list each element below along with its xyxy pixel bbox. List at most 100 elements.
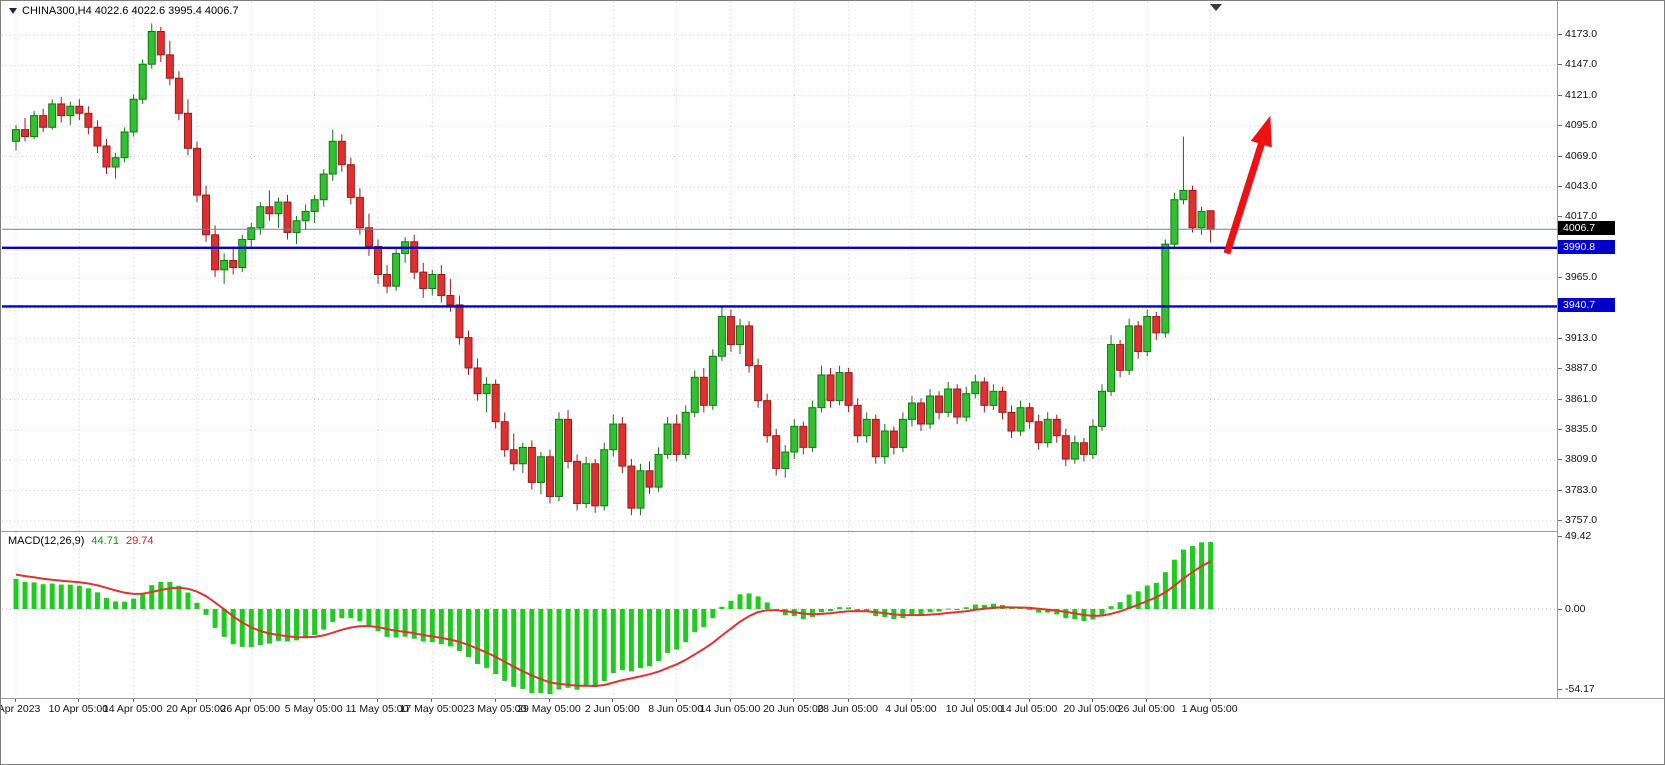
time-axis-label: 3 Apr 2023 xyxy=(1,703,41,715)
candle-bear xyxy=(889,426,898,455)
pane-separator[interactable] xyxy=(1,531,1664,532)
candle-bull xyxy=(907,395,916,427)
candle-bear xyxy=(871,414,880,464)
candle-bear xyxy=(672,414,681,462)
price-tick-mark xyxy=(1558,64,1562,65)
candle-bear xyxy=(754,358,763,408)
time-tick-mark xyxy=(196,699,197,702)
candle-bull xyxy=(1070,435,1079,464)
candle-bull xyxy=(1179,136,1188,205)
time-tick-mark xyxy=(911,699,912,702)
candle-bull xyxy=(220,253,229,284)
candle-bull xyxy=(401,237,410,263)
candle-bull xyxy=(1143,309,1152,357)
candle-bear xyxy=(545,449,554,504)
candle-bull xyxy=(1088,419,1097,460)
candle-bear xyxy=(455,295,464,345)
candle-bull xyxy=(247,223,256,249)
price-tick-mark xyxy=(1558,368,1562,369)
time-tick-mark xyxy=(431,699,432,702)
candle-bear xyxy=(229,246,238,275)
candle-bull xyxy=(428,269,437,296)
time-tick-mark xyxy=(1146,699,1147,702)
candle-bear xyxy=(618,417,627,474)
candle-bull xyxy=(817,365,826,413)
candle-bear xyxy=(355,188,364,235)
candle-bull xyxy=(129,94,138,137)
up-trend-arrow[interactable] xyxy=(1223,115,1272,255)
macd-histogram xyxy=(13,542,1214,694)
time-axis-label: 28 Jun 05:00 xyxy=(817,703,878,715)
time-axis-label: 10 Jul 05:00 xyxy=(945,703,1003,715)
candle-bull xyxy=(1125,318,1134,375)
price-tick-mark xyxy=(1558,186,1562,187)
chart-shift-marker-icon[interactable] xyxy=(1210,4,1222,11)
macd-tick-mark xyxy=(1558,689,1562,690)
hline-price-tag: 3990.8 xyxy=(1558,239,1615,254)
candle-bear xyxy=(1034,414,1043,450)
candle-bull xyxy=(654,447,663,492)
candle-bull xyxy=(736,318,744,354)
symbol-timeframe-label: CHINA300,H4 xyxy=(22,5,92,17)
candle-bear xyxy=(410,234,419,280)
macd-indicator-pane[interactable] xyxy=(2,533,1557,697)
candle-bear xyxy=(183,99,192,156)
candle-bull xyxy=(147,23,156,69)
symbol-dropdown-icon[interactable] xyxy=(9,8,17,15)
candle-bear xyxy=(564,410,573,469)
candle-bull xyxy=(1161,239,1170,338)
candle-bull xyxy=(555,412,563,502)
candle-bear xyxy=(193,141,201,203)
candle-bull xyxy=(808,400,817,453)
macd-tick-mark xyxy=(1558,536,1562,537)
candle-bull xyxy=(717,307,726,361)
candle-bear xyxy=(1079,438,1088,462)
time-tick-mark xyxy=(250,699,251,702)
candle-bull xyxy=(636,463,645,516)
candle-bear xyxy=(527,440,536,490)
time-tick-mark xyxy=(1029,699,1030,702)
candle-bear xyxy=(853,398,862,443)
price-tick-mark xyxy=(1558,156,1562,157)
candle-bear xyxy=(464,330,473,375)
candle-bull xyxy=(600,442,609,511)
candle-bull xyxy=(663,417,672,460)
candle-bull xyxy=(238,234,247,273)
price-tick-label: 4017.0 xyxy=(1565,210,1598,223)
candle-bear xyxy=(726,309,735,352)
price-tick-label: 3835.0 xyxy=(1565,422,1598,435)
candle-bear xyxy=(627,459,636,516)
candle-bear xyxy=(772,428,781,476)
candle-bear xyxy=(102,138,111,175)
candle-bear xyxy=(39,108,48,132)
candle-bull xyxy=(66,101,75,125)
candle-bull xyxy=(609,414,618,457)
candle-bull xyxy=(120,127,129,163)
candle-bear xyxy=(1116,339,1125,378)
time-tick-mark xyxy=(495,699,496,702)
time-axis-label: 14 Apr 05:00 xyxy=(102,703,163,715)
candle-bull xyxy=(30,110,39,139)
price-tick-mark xyxy=(1558,34,1562,35)
price-tick-label: 4173.0 xyxy=(1565,28,1598,40)
candle-bear xyxy=(84,106,93,135)
price-chart-pane[interactable] xyxy=(2,2,1557,531)
time-tick-mark xyxy=(676,699,677,702)
price-tick-mark xyxy=(1558,520,1562,521)
time-tick-mark xyxy=(974,699,975,702)
macd-main-value: 44.71 xyxy=(91,535,119,547)
price-tick-mark xyxy=(1558,399,1562,400)
time-tick-mark xyxy=(730,699,731,702)
price-axis[interactable]: 4173.0 4147.0 4121.0 4095.0 4069.0 4043.0 4017… xyxy=(1558,1,1664,698)
candle-bear xyxy=(1061,428,1070,467)
time-axis-label: 20 Jul 05:00 xyxy=(1063,703,1121,715)
price-tick-label: 3757.0 xyxy=(1565,514,1598,526)
candle-bull xyxy=(518,442,527,474)
time-tick-mark xyxy=(133,699,134,702)
candle-bull xyxy=(12,124,20,151)
time-tick-mark xyxy=(15,699,16,702)
candle-bull xyxy=(1197,206,1206,235)
candle-bull xyxy=(292,216,301,245)
ohlc-values: 4022.6 4022.6 3995.4 4006.7 xyxy=(94,5,239,17)
